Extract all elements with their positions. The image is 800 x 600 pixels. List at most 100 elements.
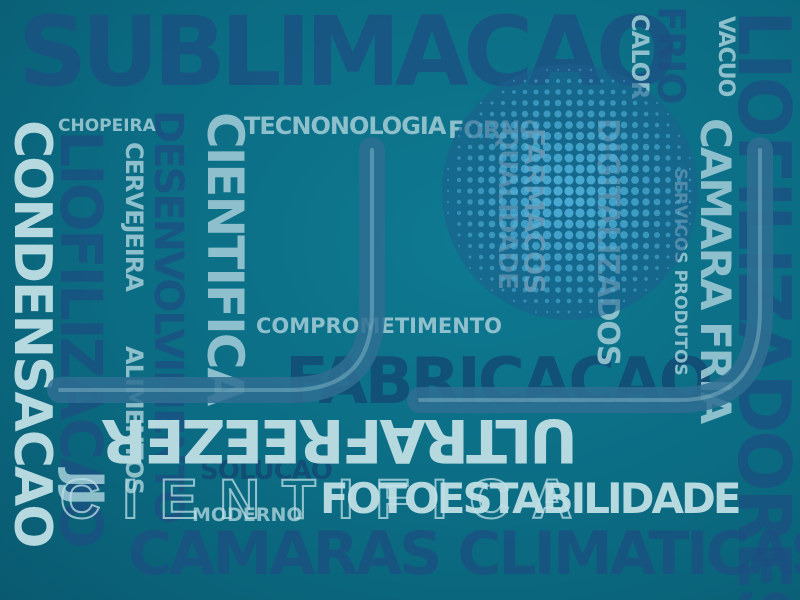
globe-dot	[542, 197, 552, 207]
globe-dot	[688, 222, 692, 226]
word-chopeira: CHOPEIRA	[58, 116, 156, 136]
globe-dot	[575, 153, 585, 163]
globe-dot	[566, 287, 572, 293]
globe-dot	[598, 264, 606, 272]
globe-dot	[489, 111, 495, 117]
globe-dot	[532, 132, 540, 140]
globe-dot	[677, 222, 681, 226]
globe-dot	[489, 265, 495, 271]
globe-dot	[544, 89, 550, 95]
globe-dot	[531, 186, 541, 196]
globe-dot	[510, 132, 518, 140]
globe-dot	[477, 220, 485, 228]
globe-dot	[542, 241, 552, 251]
globe-dot	[608, 175, 618, 185]
globe-dot	[554, 275, 562, 283]
globe-dot	[631, 220, 639, 228]
globe-dot	[597, 219, 607, 229]
globe-dot	[598, 99, 606, 107]
globe-dot	[655, 101, 659, 105]
globe-dot	[520, 164, 530, 174]
globe-dot	[631, 242, 639, 250]
globe-dot	[499, 198, 507, 206]
globe-dot	[564, 241, 574, 251]
globe-dot	[478, 144, 484, 150]
globe-dot	[488, 220, 496, 228]
globe-dot	[477, 176, 485, 184]
globe-dot	[489, 254, 495, 260]
globe-dot	[488, 231, 496, 239]
globe-dot	[500, 111, 506, 117]
globe-dot	[653, 220, 661, 228]
globe-dot	[644, 101, 648, 105]
globe-dot	[600, 310, 604, 314]
globe-dot	[609, 253, 617, 261]
globe-dot	[575, 208, 585, 218]
globe-dot	[500, 100, 506, 106]
globe-dot	[532, 242, 540, 250]
globe-dot	[554, 121, 562, 129]
globe-dot	[677, 156, 681, 160]
globe-dot	[576, 99, 584, 107]
globe-dot	[564, 230, 574, 240]
globe-dot	[564, 131, 574, 141]
globe-dot	[522, 276, 528, 282]
globe-dot	[653, 154, 661, 162]
globe-dot	[477, 198, 485, 206]
globe-dot	[688, 200, 692, 204]
globe-dot	[478, 133, 484, 139]
globe-dot	[543, 121, 551, 129]
globe-dot	[621, 276, 627, 282]
globe-dot	[566, 298, 572, 304]
globe-dot	[545, 310, 549, 314]
globe-dot	[457, 244, 461, 248]
globe-dot	[654, 133, 660, 139]
globe-dot	[510, 220, 518, 228]
globe-dot	[509, 186, 519, 196]
globe-dot	[611, 79, 615, 83]
globe-dot	[567, 68, 571, 72]
globe-dot	[531, 175, 541, 185]
globe-dot	[478, 122, 484, 128]
globe-dot	[632, 111, 638, 117]
globe-dot	[597, 175, 607, 185]
globe-dot	[509, 197, 519, 207]
word-tecnologia: TECNONOLOGIA	[244, 112, 446, 140]
globe-dot	[597, 142, 607, 152]
globe-dot	[575, 131, 585, 141]
globe-dot	[488, 209, 496, 217]
globe-dot	[665, 166, 671, 172]
globe-dot	[588, 78, 594, 84]
globe-dot	[553, 164, 563, 174]
globe-dot	[666, 112, 670, 116]
word-solucao: SOLUCAO	[200, 456, 333, 486]
globe-dot	[521, 242, 529, 250]
globe-dot	[532, 275, 540, 283]
globe-dot	[520, 186, 530, 196]
globe-dot	[555, 89, 561, 95]
globe-dot	[553, 131, 563, 141]
globe-dot	[446, 189, 450, 193]
globe-dot	[553, 230, 563, 240]
globe-dot	[479, 266, 483, 270]
globe-dot	[511, 111, 517, 117]
globe-dot	[477, 209, 485, 217]
globe-dot	[457, 222, 461, 226]
globe-dot	[510, 154, 518, 162]
globe-dot	[522, 287, 528, 293]
globe-dot	[677, 244, 681, 248]
globe-dot	[598, 110, 606, 118]
globe-dot	[510, 121, 518, 129]
globe-dot	[531, 153, 541, 163]
globe-dot	[688, 156, 692, 160]
globe-dot	[586, 208, 596, 218]
globe-dot	[499, 253, 507, 261]
globe-dot	[521, 231, 529, 239]
globe-dot	[564, 175, 574, 185]
globe-dot	[576, 253, 584, 261]
globe-dot	[611, 299, 615, 303]
globe-dot	[642, 132, 650, 140]
globe-dot	[665, 144, 671, 150]
globe-dot	[555, 298, 561, 304]
